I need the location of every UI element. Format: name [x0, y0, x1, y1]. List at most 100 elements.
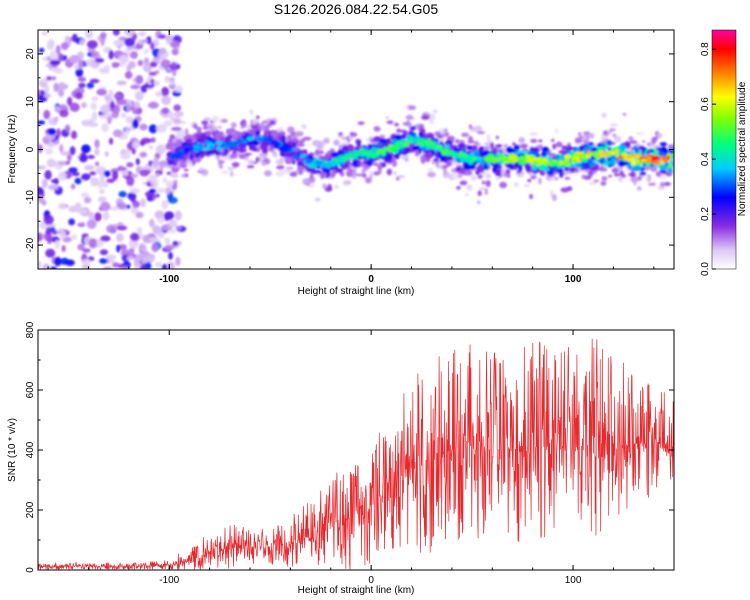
halo-blob — [252, 161, 258, 164]
halo-blob — [406, 119, 411, 123]
halo-blob — [244, 152, 253, 156]
noise-blob — [126, 162, 134, 168]
halo-blob — [379, 134, 386, 139]
halo-blob — [221, 118, 228, 123]
noise-blob — [89, 78, 100, 84]
noise-blob — [71, 130, 78, 140]
ridge-blob — [588, 141, 594, 146]
noise-blob — [125, 116, 134, 124]
noise-blob — [94, 139, 100, 149]
halo-blob — [527, 178, 532, 183]
halo-blob — [593, 143, 597, 148]
noise-blob — [86, 219, 97, 229]
noise-blob — [78, 59, 84, 70]
noise-blob — [155, 144, 167, 155]
noise-blob — [53, 82, 60, 93]
noise-blob — [72, 33, 78, 43]
ridge-blob — [667, 168, 674, 173]
noise-blob — [41, 31, 49, 36]
ridge-blob — [420, 156, 426, 164]
noise-blob — [77, 76, 87, 82]
halo-blob — [495, 135, 499, 140]
ridge-blob — [229, 154, 235, 159]
noise-blob — [47, 128, 57, 136]
ridge-core — [223, 144, 230, 150]
noise-blob — [38, 144, 43, 154]
halo-blob — [477, 190, 482, 197]
ridge-blob — [613, 166, 618, 172]
noise-blob — [68, 218, 76, 226]
ridge-core — [246, 137, 255, 141]
x-tick-label: -100 — [159, 274, 179, 285]
halo-blob — [458, 140, 466, 144]
halo-blob — [230, 170, 234, 177]
ridge-blob — [539, 163, 546, 169]
noise-blob — [38, 120, 46, 125]
halo-blob — [311, 140, 321, 147]
ridge-blob — [196, 133, 202, 140]
ridge-core — [512, 158, 519, 163]
noise-blob — [169, 78, 175, 87]
ridge-blob — [357, 159, 361, 167]
spectrogram-marks — [38, 30, 674, 269]
noise-blob — [155, 91, 163, 97]
noise-blob — [54, 177, 59, 185]
halo-blob — [211, 115, 220, 123]
ridge-blob — [194, 126, 203, 131]
ridge-blob — [259, 143, 266, 150]
noise-blob — [70, 183, 76, 190]
halo-blob — [538, 177, 542, 185]
halo-blob — [486, 134, 491, 142]
noise-blob — [135, 158, 140, 166]
noise-blob — [170, 40, 181, 49]
noise-blob — [96, 88, 107, 96]
ridge-blob — [215, 134, 222, 142]
ridge-core — [393, 143, 402, 149]
halo-blob — [622, 112, 627, 116]
halo-blob — [481, 180, 487, 185]
noise-blob — [111, 62, 120, 68]
ridge-blob — [520, 145, 527, 149]
ridge-core — [623, 156, 632, 160]
noise-blob — [104, 151, 109, 157]
ridge-blob — [301, 137, 306, 143]
ridge-blob — [409, 126, 417, 131]
noise-blob — [94, 212, 102, 222]
noise-blob — [99, 114, 110, 119]
noise-blob — [64, 124, 71, 133]
noise-blob — [100, 235, 111, 242]
ridge-blob — [574, 138, 583, 144]
noise-blob — [77, 222, 86, 227]
noise-blob — [124, 37, 136, 47]
ridge-core — [651, 156, 657, 161]
ridge-core — [419, 140, 428, 145]
noise-blob — [114, 104, 121, 114]
noise-blob — [157, 217, 165, 224]
noise-blob — [176, 128, 185, 138]
ridge-blob — [167, 159, 175, 166]
snr-panel: -100 0 100 0 200 400 600 800 Height of straight… — [7, 321, 675, 596]
noise-blob — [164, 237, 171, 245]
halo-blob — [429, 120, 434, 125]
ridge-core — [517, 157, 524, 160]
halo-blob — [355, 173, 364, 177]
noise-blob — [66, 96, 73, 106]
noise-blob — [142, 63, 153, 73]
halo-blob — [173, 179, 179, 183]
noise-blob — [49, 266, 57, 269]
ridge-blob — [531, 147, 539, 152]
ridge-blob — [530, 138, 538, 143]
noise-blob — [97, 196, 107, 203]
halo-blob — [601, 112, 607, 118]
ridge-blob — [179, 163, 188, 169]
noise-blob — [164, 244, 175, 251]
ridge-blob — [495, 144, 503, 148]
noise-blob — [41, 199, 47, 206]
noise-blob — [121, 254, 130, 262]
noise-blob — [74, 202, 82, 212]
ridge-core — [497, 154, 506, 159]
ridge-core — [436, 145, 444, 149]
ridge-blob — [540, 151, 547, 157]
halo-blob — [464, 193, 470, 197]
